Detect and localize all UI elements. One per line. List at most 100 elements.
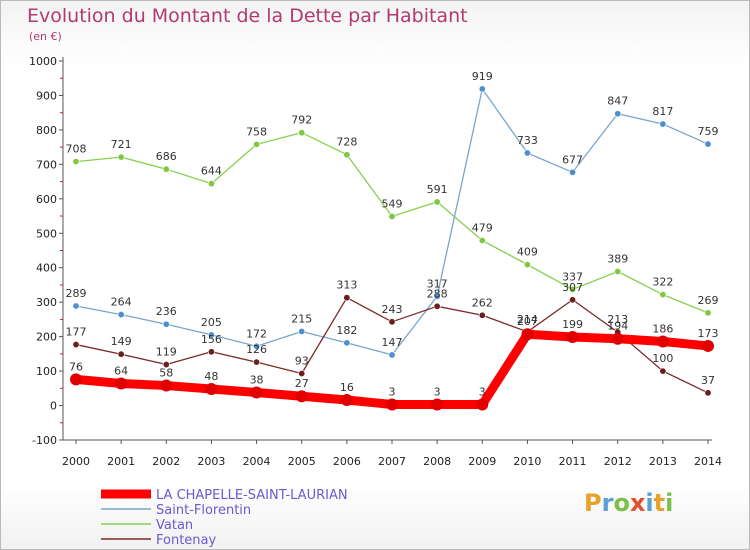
data-label-saint-florentin: 147 (382, 336, 403, 349)
data-point-saint-florentin (207, 331, 215, 339)
data-point-la-chapelle-saint-laurian (431, 398, 444, 411)
series-layer (70, 85, 714, 411)
data-point-fontenay (478, 311, 486, 319)
data-point-fontenay (704, 389, 712, 397)
x-tick-label: 2008 (423, 455, 451, 468)
data-label-vatan: 644 (201, 165, 222, 178)
data-label-vatan: 389 (607, 253, 628, 266)
unit-label: (en €) (29, 30, 62, 43)
axes: -100 0 100 200 300 400 500 600 700 800 900 1000 2000… (29, 55, 722, 468)
data-point-la-chapelle-saint-laurian (115, 377, 128, 390)
data-point-vatan (343, 151, 351, 159)
data-label-vatan: 322 (652, 276, 673, 289)
x-tick-label: 2003 (197, 455, 225, 468)
data-point-saint-florentin (614, 110, 622, 118)
data-point-vatan (253, 140, 261, 148)
data-point-fontenay (343, 294, 351, 302)
y-tick-label: 300 (36, 296, 57, 309)
y-tick-label: 400 (36, 262, 57, 275)
data-label-vatan: 758 (246, 125, 267, 138)
data-label-la-chapelle-saint-laurian: 199 (562, 318, 583, 331)
legend-label: Vatan (156, 518, 193, 533)
data-label-vatan: 792 (291, 114, 312, 127)
data-point-la-chapelle-saint-laurian (566, 330, 579, 343)
data-point-la-chapelle-saint-laurian (611, 332, 624, 345)
data-point-vatan (478, 237, 486, 245)
data-point-vatan (72, 158, 80, 166)
x-tick-label: 2001 (107, 455, 135, 468)
data-label-la-chapelle-saint-laurian: 48 (204, 370, 218, 383)
data-label-saint-florentin: 264 (111, 296, 132, 309)
data-label-saint-florentin: 236 (156, 305, 177, 318)
x-tick-label: 2007 (378, 455, 406, 468)
data-label-la-chapelle-saint-laurian: 58 (159, 367, 173, 380)
logo-letter: r (601, 489, 614, 517)
logo-letter: x (629, 489, 646, 517)
data-label-fontenay: 100 (652, 352, 673, 365)
data-label-vatan: 686 (156, 150, 177, 163)
logo-letter: P (584, 489, 602, 517)
x-tick-label: 2011 (559, 455, 587, 468)
data-label-fontenay: 313 (336, 279, 357, 292)
data-label-vatan: 591 (427, 183, 448, 196)
x-tick-label: 2010 (513, 455, 541, 468)
data-label-saint-florentin: 677 (562, 153, 583, 166)
data-label-vatan: 337 (562, 270, 583, 283)
data-label-saint-florentin: 759 (698, 125, 719, 138)
data-point-saint-florentin (162, 320, 170, 328)
data-label-fontenay: 262 (472, 296, 493, 309)
data-point-la-chapelle-saint-laurian (70, 373, 82, 386)
data-point-saint-florentin (298, 327, 306, 335)
data-label-saint-florentin: 205 (201, 316, 222, 329)
x-tick-label: 2012 (604, 455, 632, 468)
data-point-la-chapelle-saint-laurian (476, 398, 489, 411)
data-label-fontenay: 307 (562, 281, 583, 294)
data-label-vatan: 721 (111, 138, 132, 151)
legend-label: Saint-Florentin (156, 503, 251, 518)
data-label-la-chapelle-saint-laurian: 207 (517, 315, 538, 328)
data-label-fontenay: 119 (156, 346, 177, 359)
data-point-saint-florentin (117, 311, 125, 319)
data-label-saint-florentin: 733 (517, 134, 538, 147)
data-point-la-chapelle-saint-laurian (205, 383, 218, 396)
data-point-fontenay (433, 302, 441, 310)
data-label-vatan: 269 (698, 294, 719, 307)
data-point-vatan (388, 212, 396, 220)
data-label-saint-florentin: 317 (427, 277, 448, 290)
data-point-la-chapelle-saint-laurian (250, 386, 263, 399)
data-point-la-chapelle-saint-laurian (340, 394, 353, 407)
data-point-fontenay (659, 367, 667, 375)
data-point-saint-florentin (704, 140, 712, 148)
x-tick-label: 2002 (152, 455, 180, 468)
data-point-fontenay (117, 350, 125, 358)
data-label-fontenay: 149 (111, 335, 132, 348)
data-label-la-chapelle-saint-laurian: 173 (698, 327, 719, 340)
data-label-fontenay: 177 (66, 326, 87, 339)
data-point-fontenay (388, 318, 396, 326)
data-point-la-chapelle-saint-laurian (160, 379, 173, 392)
data-point-saint-florentin (253, 342, 261, 350)
data-point-vatan (704, 309, 712, 317)
data-point-la-chapelle-saint-laurian (702, 339, 714, 352)
y-tick-label: 500 (36, 227, 57, 240)
x-tick-label: 2014 (694, 455, 722, 468)
data-point-vatan (298, 129, 306, 137)
y-tick-label: -100 (32, 434, 57, 447)
data-label-la-chapelle-saint-laurian: 38 (250, 373, 264, 386)
data-label-vatan: 708 (66, 143, 87, 156)
data-point-la-chapelle-saint-laurian (521, 328, 534, 341)
y-tick-label: 1000 (29, 55, 57, 68)
logo-letter: o (613, 489, 630, 517)
data-label-vatan: 409 (517, 246, 538, 259)
data-label-fontenay: 93 (295, 355, 309, 368)
data-label-vatan: 728 (336, 136, 357, 149)
data-point-saint-florentin (659, 120, 667, 128)
logo-letter: i (645, 489, 654, 517)
y-tick-label: 700 (36, 158, 57, 171)
data-point-vatan (569, 285, 577, 293)
proxiti-logo: Proxiti (584, 489, 673, 517)
data-label-saint-florentin: 172 (246, 327, 267, 340)
data-point-saint-florentin (72, 302, 80, 310)
data-label-fontenay: 214 (517, 313, 538, 326)
